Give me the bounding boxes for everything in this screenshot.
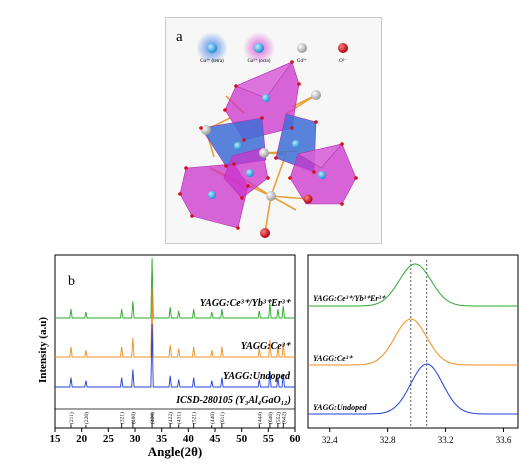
zoom-x-tick-label-2: 33.2 xyxy=(438,435,454,445)
miller-index-label-9: (611) xyxy=(219,412,226,424)
xrd-x-axis-label: Angle(2θ) xyxy=(148,444,202,459)
xrd-x-tick-label-3: 30 xyxy=(130,433,142,445)
zoom-reference-lines xyxy=(410,260,428,428)
zoom-peak-chart: YAGG:Ce³⁺/Yb³⁺Er³⁺ YAGG:Ce³⁺ YAGG:Undope… xyxy=(307,254,519,445)
polyhedra xyxy=(179,61,357,229)
miller-index-label-2: (321) xyxy=(119,412,126,424)
zoom-trace-cr-yb-er xyxy=(308,263,518,307)
octahedron-right-face xyxy=(297,143,343,169)
miller-index-label-12: (552) xyxy=(275,412,282,424)
xrd-x-tick-label-9: 60 xyxy=(290,433,301,445)
miller-index-label-11: (640) xyxy=(267,412,274,424)
xrd-x-tick-label-1: 20 xyxy=(76,433,88,445)
legend-o-label: O²⁻ xyxy=(339,58,347,64)
xrd-plot-frame xyxy=(54,254,296,429)
zoom-trace-label-2: YAGG:Ce³⁺ xyxy=(313,354,353,363)
xrd-x-tick-label-5: 40 xyxy=(183,433,195,445)
legend-ga-octa: Ga³⁺ (octa) xyxy=(243,32,275,64)
crystal-structure-figure: a Ga³⁺ (tetra) Ga³⁺ (octa) Gd³⁺ O²⁻ xyxy=(176,29,358,238)
xrd-x-tick-label-0: 15 xyxy=(50,433,62,445)
crystal-structure-panel: a Ga³⁺ (tetra) Ga³⁺ (octa) Gd³⁺ O²⁻ xyxy=(165,17,382,244)
legend-ga-octa-label: Ga³⁺ (octa) xyxy=(248,58,271,64)
legend-o: O²⁻ xyxy=(338,43,348,64)
miller-index-label-4: (420) xyxy=(149,412,156,424)
miller-index-label-8: (440) xyxy=(209,412,216,424)
xrd-trace-ce xyxy=(55,288,295,358)
xrd-y-axis-label: Intensity (a.u) xyxy=(37,317,49,383)
miller-index-label-7: (521) xyxy=(191,412,198,424)
xrd-x-ticks: 15 20 25 30 35 40 45 50 55 60 xyxy=(50,428,301,445)
miller-index-label-10: (444) xyxy=(256,412,263,424)
xrd-trace-label-2: YAGG:Ce³⁺ xyxy=(241,341,292,352)
xrd-trace-undoped xyxy=(55,323,295,388)
zoom-trace-label-1: YAGG:Ce³⁺/Yb³⁺Er³⁺ xyxy=(313,294,386,303)
xrd-trace-cr-yb-er xyxy=(55,257,295,319)
xrd-chart: b Intensity (a.u) Angle(2θ) YAGG:Ce³⁺/Yb… xyxy=(37,254,301,459)
xrd-reference-sticks: (211) (220) (321) (400) (420) (422) (431) (521)… xyxy=(68,412,287,428)
panel-b-label: b xyxy=(68,274,75,289)
zoom-x-tick-label-3: 33.6 xyxy=(496,435,512,445)
xrd-trace-label-1: YAGG:Ce³⁺/Yb³⁺Er³⁺ xyxy=(200,298,292,309)
octahedron-top-face xyxy=(235,61,293,99)
xrd-reference-label: ICSD-280105 (Y₃Al₄GaO₁₂) xyxy=(175,395,291,406)
zoom-x-ticks: 32.4 32.8 33.2 33.6 xyxy=(322,428,512,445)
legend-gd-label: Gd³⁺ xyxy=(297,58,308,64)
zoom-trace-ce xyxy=(308,318,518,366)
zoom-trace-label-3: YAGG:Undoped xyxy=(313,403,368,412)
legend-gd: Gd³⁺ xyxy=(297,43,308,64)
miller-index-label-0: (211) xyxy=(68,412,75,424)
xrd-x-tick-label-4: 35 xyxy=(156,433,168,445)
atoms xyxy=(178,60,358,238)
miller-index-label-3: (400) xyxy=(130,412,137,424)
xrd-x-tick-label-8: 55 xyxy=(263,433,275,445)
miller-index-label-1: (220) xyxy=(83,412,90,424)
zoom-x-tick-label-1: 32.8 xyxy=(380,435,396,445)
legend-ga-tetra-label: Ga³⁺ (tetra) xyxy=(200,58,224,64)
miller-index-label-5: (422) xyxy=(167,412,174,424)
zoom-plot-frame xyxy=(307,254,519,429)
miller-index-label-6: (431) xyxy=(176,412,183,424)
xrd-x-tick-label-6: 45 xyxy=(210,433,222,445)
zoom-x-tick-label-0: 32.4 xyxy=(322,435,338,445)
xrd-x-tick-label-2: 25 xyxy=(103,433,115,445)
legend-ga-tetra: Ga³⁺ (tetra) xyxy=(196,32,228,64)
panel-a-label: a xyxy=(176,29,183,45)
xrd-trace-label-3: YAGG:Undoped xyxy=(223,371,291,382)
miller-index-label-13: (642) xyxy=(280,412,287,424)
zoom-trace-undoped xyxy=(308,363,518,415)
xrd-x-tick-label-7: 50 xyxy=(236,433,248,445)
